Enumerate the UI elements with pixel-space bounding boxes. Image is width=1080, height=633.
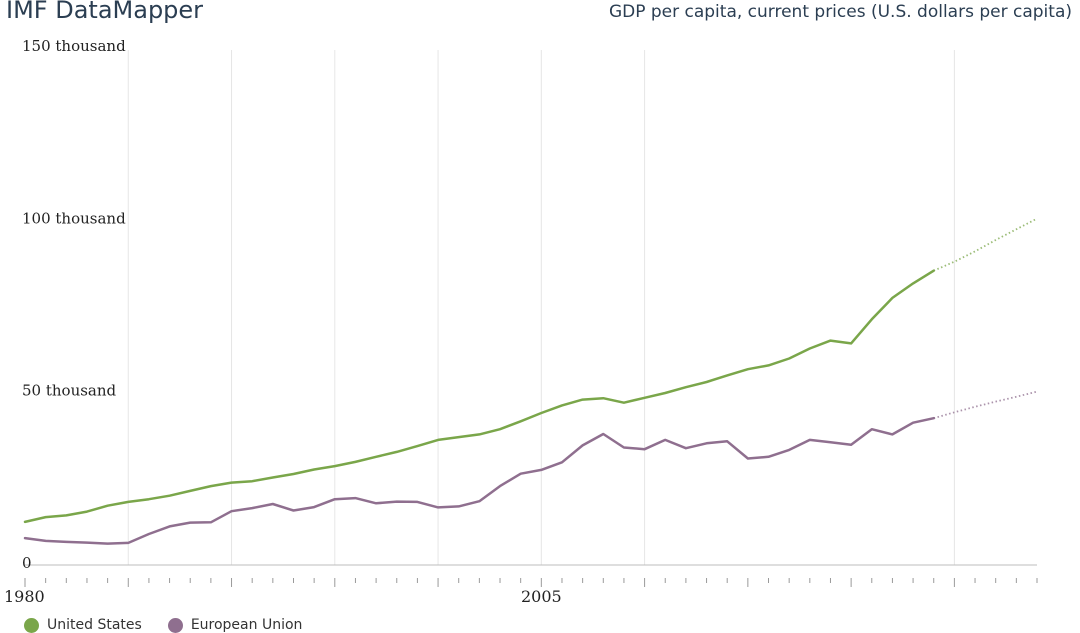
x-tick-label-1980: 1980 — [4, 587, 45, 606]
legend-label-european-union: European Union — [190, 617, 303, 633]
legend-item-united-states[interactable]: United States — [24, 617, 142, 633]
legend-swatch-european-union — [167, 617, 183, 633]
y-tick-label-150000: 150 thousand — [22, 37, 126, 55]
series-line-united-states — [23, 269, 935, 524]
x-tick-label-2005: 2005 — [521, 587, 562, 606]
legend-label-united-states: United States — [47, 617, 142, 633]
series-projection-united-states — [933, 217, 1038, 272]
y-tick-label-100000: 100 thousand — [22, 209, 126, 227]
y-tick-label-50000: 50 thousand — [22, 382, 117, 400]
chart-legend: United States European Union — [24, 617, 302, 633]
series-projection-european-union — [933, 390, 1038, 420]
indicator-title: GDP per capita, current prices (U.S. dol… — [608, 2, 1072, 22]
series-line-european-union — [23, 416, 935, 545]
y-tick-label-0: 0 — [22, 554, 32, 572]
legend-item-european-union[interactable]: European Union — [167, 617, 303, 633]
legend-swatch-united-states — [24, 617, 39, 633]
brand-title: IMF DataMapper — [6, 0, 204, 24]
